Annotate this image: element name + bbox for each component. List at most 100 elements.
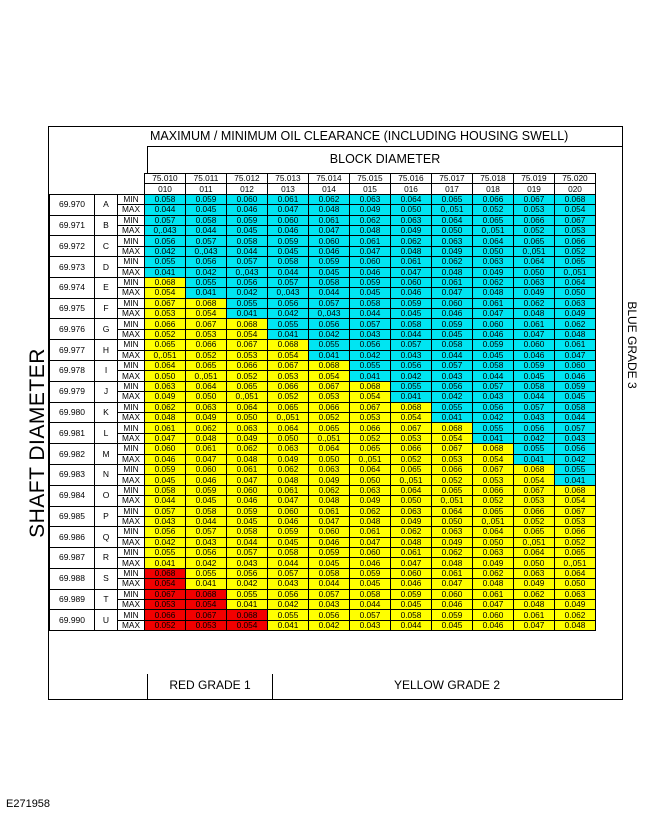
max-value-cell: 0.046: [349, 557, 391, 569]
grade-letter-cell: E: [94, 276, 118, 299]
min-value-cell: 0.059: [185, 193, 227, 206]
min-value-cell: 0.067: [144, 588, 186, 601]
max-value-cell: 0.052: [349, 432, 391, 445]
min-value-cell: 0.057: [144, 214, 186, 226]
max-value-cell: 0.043: [349, 328, 391, 341]
max-label-cell: MAX: [117, 328, 145, 341]
min-value-cell: 0.063: [308, 463, 350, 476]
max-value-cell: 0.050: [226, 411, 268, 424]
max-value-cell: 0.042: [144, 536, 186, 549]
max-value-cell: 0.042: [226, 287, 268, 299]
min-value-cell: 0.055: [185, 276, 227, 289]
min-value-cell: 0.068: [554, 484, 596, 497]
shaft-diameter-cell: 69.984: [49, 484, 95, 507]
max-value-cell: 0.048: [349, 224, 391, 237]
max-value-cell: 0.053: [472, 474, 514, 486]
max-value-cell: 0.053: [390, 432, 432, 445]
min-value-cell: 0.059: [431, 318, 473, 330]
max-value-cell: 0.048: [513, 308, 555, 320]
max-label-cell: MAX: [117, 391, 145, 403]
shaft-diameter-cell: 69.988: [49, 567, 95, 590]
min-value-cell: 0.057: [472, 380, 514, 393]
min-value-cell: 0.059: [349, 567, 391, 580]
table-row-max: MAX 0.041 0.042 0.,043 0.044 0.045 0.046 0.047 0…: [50, 266, 596, 278]
table-row-max: MAX 0.041 0.042 0.043 0.044 0.045 0.046 0.047 0.…: [50, 557, 596, 569]
max-value-cell: 0,.051: [431, 495, 473, 507]
min-value-cell: 0.058: [472, 360, 514, 372]
min-value-cell: 0.056: [554, 443, 596, 455]
min-value-cell: 0.060: [185, 463, 227, 476]
max-value-cell: 0.053: [144, 308, 186, 320]
min-label-cell: MIN: [117, 443, 145, 455]
min-value-cell: 0.055: [431, 401, 473, 414]
min-value-cell: 0.064: [267, 422, 309, 434]
min-value-cell: 0.058: [144, 484, 186, 497]
max-value-cell: 0.042: [226, 578, 268, 590]
block-code-cell: 015: [349, 183, 391, 195]
max-value-cell: 0.050: [431, 224, 473, 237]
grade-letter-cell: B: [94, 214, 118, 237]
min-value-cell: 0.061: [185, 443, 227, 455]
max-value-cell: 0.054: [554, 495, 596, 507]
max-value-cell: 0.052: [144, 328, 186, 341]
min-value-cell: 0.059: [390, 588, 432, 601]
max-value-cell: 0.045: [267, 245, 309, 258]
max-value-cell: 0.042: [554, 453, 596, 465]
max-value-cell: 0.041: [185, 578, 227, 590]
min-value-cell: 0.065: [390, 463, 432, 476]
min-value-cell: 0.066: [349, 422, 391, 434]
max-label-cell: MAX: [117, 370, 145, 382]
grade-letter-cell: G: [94, 318, 118, 341]
max-value-cell: 0.052: [267, 391, 309, 403]
min-value-cell: 0.057: [226, 256, 268, 268]
shaft-diameter-cell: 69.977: [49, 339, 95, 362]
min-value-cell: 0.060: [349, 256, 391, 268]
table-row-max: MAX 0.054 0.041 0.042 0,.043 0.044 0.045 0.046 0…: [50, 287, 596, 299]
min-value-cell: 0.061: [308, 214, 350, 226]
block-diameter-cell: 75.013: [267, 172, 309, 185]
max-value-cell: 0.047: [267, 495, 309, 507]
min-value-cell: 0.065: [472, 214, 514, 226]
min-value-cell: 0.068: [144, 567, 186, 580]
table-row-max: MAX 0.049 0.050 0.,051 0.052 0.053 0.054 0.041 0…: [50, 391, 596, 403]
block-code-cell: 020: [554, 183, 596, 195]
max-value-cell: 0.053: [431, 453, 473, 465]
max-value-cell: 0.050: [554, 578, 596, 590]
page-title: MAXIMUM / MINIMUM OIL CLEARANCE (INCLUDI…: [150, 129, 569, 143]
max-value-cell: 0.048: [185, 432, 227, 445]
min-value-cell: 0.067: [308, 380, 350, 393]
shaft-diameter-cell: 69.974: [49, 276, 95, 299]
max-value-cell: 0.042: [472, 411, 514, 424]
min-value-cell: 0.061: [513, 318, 555, 330]
max-label-cell: MAX: [117, 349, 145, 362]
block-diameter-cell: 75.019: [513, 172, 555, 185]
max-value-cell: 0.044: [185, 515, 227, 528]
max-value-cell: 0.052: [513, 515, 555, 528]
max-value-cell: 0.044: [308, 287, 350, 299]
min-label-cell: MIN: [117, 318, 145, 330]
min-value-cell: 0.062: [513, 588, 555, 601]
min-value-cell: 0.063: [144, 380, 186, 393]
table-row-min: 69.990 U MIN 0.066 0.067 0.068 0.055 0.056 0.057…: [49, 609, 596, 632]
min-label-cell: MIN: [117, 422, 145, 434]
max-value-cell: 0.044: [267, 557, 309, 569]
min-value-cell: 0.067: [554, 505, 596, 517]
min-value-cell: 0.062: [185, 422, 227, 434]
max-value-cell: 0.048: [267, 474, 309, 486]
min-value-cell: 0.068: [308, 360, 350, 372]
max-value-cell: 0.045: [267, 536, 309, 549]
min-value-cell: 0.059: [308, 547, 350, 559]
min-value-cell: 0.067: [472, 463, 514, 476]
min-value-cell: 0.056: [144, 235, 186, 247]
max-value-cell: 0.049: [513, 287, 555, 299]
table-row-min: 69.989 T MIN 0.067 0.068 0.055 0.056 0.057 0.058…: [49, 588, 596, 611]
min-value-cell: 0.061: [554, 339, 596, 351]
max-value-cell: 0.049: [472, 266, 514, 278]
max-value-cell: 0.045: [349, 578, 391, 590]
min-value-cell: 0.062: [554, 318, 596, 330]
min-value-cell: 0.058: [226, 235, 268, 247]
max-value-cell: 0.054: [554, 204, 596, 216]
min-value-cell: 0.059: [144, 463, 186, 476]
min-value-cell: 0.059: [554, 380, 596, 393]
shaft-diameter-cell: 69.981: [49, 422, 95, 445]
